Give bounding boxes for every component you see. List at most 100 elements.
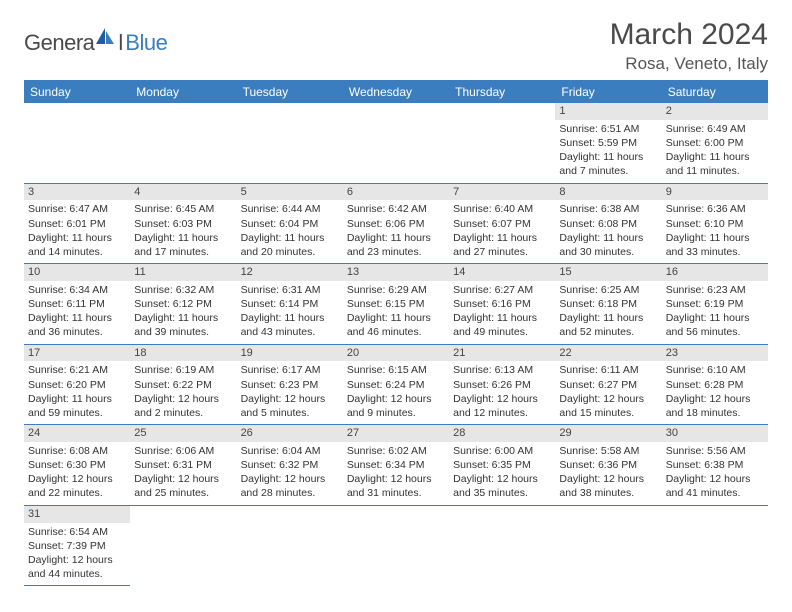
daylight-text: Daylight: 12 hours and 35 minutes.: [453, 472, 551, 500]
calendar-grid: SundayMondayTuesdayWednesdayThursdayFrid…: [24, 80, 768, 586]
daylight-text: Daylight: 11 hours and 7 minutes.: [559, 150, 657, 178]
dayhead-monday: Monday: [130, 81, 236, 103]
calendar-cell: 23Sunrise: 6:10 AMSunset: 6:28 PMDayligh…: [662, 345, 768, 426]
day-number: 7: [449, 184, 555, 201]
sunrise-text: Sunrise: 6:04 AM: [241, 444, 339, 458]
sunset-text: Sunset: 6:36 PM: [559, 458, 657, 472]
sunset-text: Sunset: 6:04 PM: [241, 217, 339, 231]
calendar-cell: 12Sunrise: 6:31 AMSunset: 6:14 PMDayligh…: [237, 264, 343, 345]
sunrise-text: Sunrise: 6:36 AM: [666, 202, 764, 216]
day-number: 31: [24, 506, 130, 523]
calendar-cell: 29 Sunrise: 5:58 AMSunset: 6:36 PMDayligh…: [555, 425, 661, 506]
sunset-text: Sunset: 6:34 PM: [347, 458, 445, 472]
day-number: 18: [130, 345, 236, 362]
calendar-cell: 21Sunrise: 6:13 AMSunset: 6:26 PMDayligh…: [449, 345, 555, 426]
sunrise-text: Sunrise: 5:58 AM: [559, 444, 657, 458]
page: Genera lBlue March 2024 Rosa, Veneto, It…: [0, 0, 792, 604]
calendar-cell-blank: [24, 103, 130, 184]
daylight-text: Daylight: 12 hours and 28 minutes.: [241, 472, 339, 500]
calendar-cell: 16Sunrise: 6:23 AMSunset: 6:19 PMDayligh…: [662, 264, 768, 345]
dayhead-saturday: Saturday: [662, 81, 768, 103]
sunset-text: Sunset: 6:24 PM: [347, 378, 445, 392]
day-number: 19: [237, 345, 343, 362]
day-number: 16: [662, 264, 768, 281]
sunset-text: Sunset: 6:18 PM: [559, 297, 657, 311]
daylight-text: Daylight: 11 hours and 14 minutes.: [28, 231, 126, 259]
day-number: 23: [662, 345, 768, 362]
sunset-text: Sunset: 6:10 PM: [666, 217, 764, 231]
calendar-cell: 4Sunrise: 6:45 AMSunset: 6:03 PMDaylight…: [130, 184, 236, 265]
calendar-cell: 27 Sunrise: 6:02 AMSunset: 6:34 PMDayligh…: [343, 425, 449, 506]
calendar-cell: 24Sunrise: 6:08 AMSunset: 6:30 PMDayligh…: [24, 425, 130, 506]
sunset-text: Sunset: 6:14 PM: [241, 297, 339, 311]
calendar-cell: 9Sunrise: 6:36 AMSunset: 6:10 PMDaylight…: [662, 184, 768, 265]
calendar-cell: 1Sunrise: 6:51 AMSunset: 5:59 PMDaylight…: [555, 103, 661, 184]
daylight-text: Daylight: 11 hours and 39 minutes.: [134, 311, 232, 339]
sunset-text: Sunset: 6:22 PM: [134, 378, 232, 392]
day-number: 4: [130, 184, 236, 201]
calendar-cell-blank: [130, 103, 236, 184]
day-number: 24: [24, 425, 130, 442]
day-number: 13: [343, 264, 449, 281]
sunrise-text: Sunrise: 6:51 AM: [559, 122, 657, 136]
daylight-text: Daylight: 12 hours and 38 minutes.: [559, 472, 657, 500]
sunrise-text: Sunrise: 6:23 AM: [666, 283, 764, 297]
day-number: 10: [24, 264, 130, 281]
daylight-text: Daylight: 11 hours and 11 minutes.: [666, 150, 764, 178]
sunset-text: Sunset: 6:08 PM: [559, 217, 657, 231]
calendar-cell: 3Sunrise: 6:47 AMSunset: 6:01 PMDaylight…: [24, 184, 130, 265]
sunset-text: Sunset: 6:00 PM: [666, 136, 764, 150]
daylight-text: Daylight: 12 hours and 44 minutes.: [28, 553, 126, 581]
calendar-cell: 7Sunrise: 6:40 AMSunset: 6:07 PMDaylight…: [449, 184, 555, 265]
sunset-text: Sunset: 6:11 PM: [28, 297, 126, 311]
calendar-cell-blank: [237, 103, 343, 184]
sunrise-text: Sunrise: 6:02 AM: [347, 444, 445, 458]
day-number: 29: [555, 425, 661, 442]
sunrise-text: Sunrise: 6:17 AM: [241, 363, 339, 377]
sunset-text: Sunset: 6:26 PM: [453, 378, 551, 392]
sunrise-text: Sunrise: 6:44 AM: [241, 202, 339, 216]
sunset-text: Sunset: 6:15 PM: [347, 297, 445, 311]
calendar-cell: 20Sunrise: 6:15 AMSunset: 6:24 PMDayligh…: [343, 345, 449, 426]
logo: Genera lBlue: [24, 26, 167, 59]
day-number: 14: [449, 264, 555, 281]
sunrise-text: Sunrise: 6:40 AM: [453, 202, 551, 216]
sunset-text: Sunset: 6:03 PM: [134, 217, 232, 231]
day-number: 12: [237, 264, 343, 281]
calendar-cell: 5Sunrise: 6:44 AMSunset: 6:04 PMDaylight…: [237, 184, 343, 265]
day-number: 6: [343, 184, 449, 201]
sunrise-text: Sunrise: 6:34 AM: [28, 283, 126, 297]
page-title: March 2024: [610, 18, 768, 52]
sunset-text: Sunset: 6:32 PM: [241, 458, 339, 472]
day-number: 8: [555, 184, 661, 201]
day-number: 28: [449, 425, 555, 442]
daylight-text: Daylight: 11 hours and 23 minutes.: [347, 231, 445, 259]
daylight-text: Daylight: 11 hours and 17 minutes.: [134, 231, 232, 259]
daylight-text: Daylight: 11 hours and 43 minutes.: [241, 311, 339, 339]
sunset-text: Sunset: 5:59 PM: [559, 136, 657, 150]
sunset-text: Sunset: 6:30 PM: [28, 458, 126, 472]
sunrise-text: Sunrise: 6:49 AM: [666, 122, 764, 136]
sunset-text: Sunset: 6:16 PM: [453, 297, 551, 311]
calendar-cell: 22Sunrise: 6:11 AMSunset: 6:27 PMDayligh…: [555, 345, 661, 426]
day-number: 2: [662, 103, 768, 120]
dayhead-thursday: Thursday: [449, 81, 555, 103]
calendar-cell: 30Sunrise: 5:56 AMSunset: 6:38 PMDayligh…: [662, 425, 768, 506]
day-number: 15: [555, 264, 661, 281]
sunrise-text: Sunrise: 6:13 AM: [453, 363, 551, 377]
calendar-cell: 25Sunrise: 6:06 AMSunset: 6:31 PMDayligh…: [130, 425, 236, 506]
logo-text-l: l: [118, 30, 123, 56]
daylight-text: Daylight: 11 hours and 46 minutes.: [347, 311, 445, 339]
calendar-cell: 11Sunrise: 6:32 AMSunset: 6:12 PMDayligh…: [130, 264, 236, 345]
sunset-text: Sunset: 7:39 PM: [28, 539, 126, 553]
day-number: 27: [343, 425, 449, 442]
daylight-text: Daylight: 12 hours and 31 minutes.: [347, 472, 445, 500]
header: Genera lBlue March 2024 Rosa, Veneto, It…: [24, 18, 768, 74]
day-number: 3: [24, 184, 130, 201]
calendar-cell: 13Sunrise: 6:29 AMSunset: 6:15 PMDayligh…: [343, 264, 449, 345]
sunset-text: Sunset: 6:06 PM: [347, 217, 445, 231]
daylight-text: Daylight: 12 hours and 41 minutes.: [666, 472, 764, 500]
sunrise-text: Sunrise: 6:47 AM: [28, 202, 126, 216]
calendar-cell: 2 Sunrise: 6:49 AMSunset: 6:00 PMDaylight…: [662, 103, 768, 184]
calendar-cell: 15Sunrise: 6:25 AMSunset: 6:18 PMDayligh…: [555, 264, 661, 345]
